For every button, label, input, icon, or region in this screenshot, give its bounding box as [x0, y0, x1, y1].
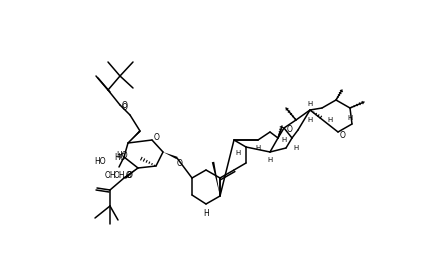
Text: H: H	[236, 150, 241, 156]
Text: OH: OH	[113, 171, 125, 179]
Text: O: O	[177, 159, 183, 167]
Text: O: O	[127, 171, 133, 179]
Text: HO: HO	[94, 157, 106, 166]
Text: H: H	[307, 101, 312, 107]
Polygon shape	[128, 130, 141, 143]
Text: H: H	[327, 117, 333, 123]
Text: H: H	[267, 157, 273, 163]
Text: O: O	[122, 102, 128, 112]
Text: H: H	[347, 115, 353, 121]
Polygon shape	[212, 162, 220, 196]
Text: O: O	[154, 134, 160, 143]
Text: O: O	[122, 101, 128, 110]
Polygon shape	[163, 152, 177, 159]
Text: HO: HO	[114, 154, 126, 162]
Text: H: H	[255, 145, 260, 151]
Text: O: O	[126, 171, 132, 179]
Text: H: H	[281, 137, 287, 143]
Text: HO: HO	[116, 151, 128, 161]
Text: O: O	[340, 132, 346, 140]
Text: OH: OH	[104, 171, 116, 179]
Text: H: H	[293, 145, 298, 151]
Text: H: H	[307, 117, 312, 123]
Text: O: O	[287, 125, 293, 134]
Text: H: H	[203, 209, 209, 217]
Polygon shape	[124, 168, 138, 179]
